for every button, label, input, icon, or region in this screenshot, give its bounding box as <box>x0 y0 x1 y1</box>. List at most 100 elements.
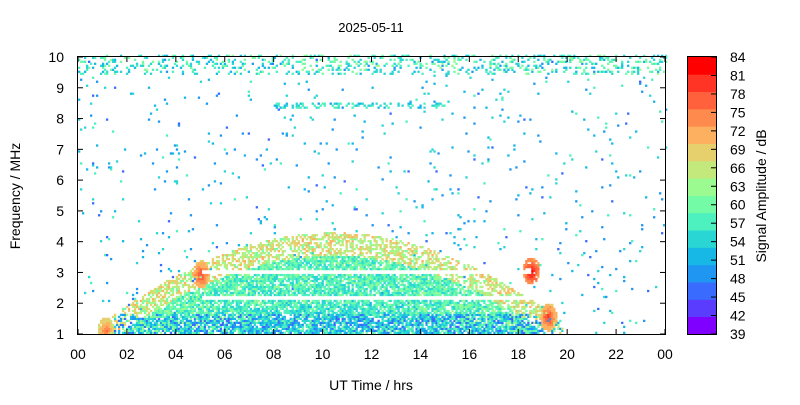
heatmap-cell <box>399 240 402 243</box>
heatmap-cell <box>143 307 147 311</box>
heatmap-cell <box>235 315 239 319</box>
heatmap-cell <box>399 321 402 325</box>
heatmap-cell <box>281 281 284 285</box>
heatmap-cell <box>165 311 169 315</box>
heatmap-cell <box>359 299 362 303</box>
heatmap-cell <box>363 313 366 317</box>
heatmap-cell <box>241 289 245 293</box>
heatmap-cell <box>305 106 308 109</box>
heatmap-cell <box>173 297 177 301</box>
heatmap-cell <box>169 289 173 293</box>
heatmap-cell <box>339 64 342 67</box>
heatmap-cell <box>411 319 414 323</box>
heatmap-cell <box>335 248 338 251</box>
heatmap-cell <box>353 303 356 307</box>
heatmap-cell <box>203 301 207 305</box>
heatmap-cell <box>161 303 165 307</box>
heatmap-cell <box>357 313 360 317</box>
heatmap-cell <box>187 271 191 275</box>
heatmap-cell <box>233 283 237 287</box>
heatmap-cell <box>193 156 197 159</box>
heatmap-cell <box>317 301 320 305</box>
heatmap-cell <box>231 263 235 267</box>
heatmap-cell <box>411 279 414 283</box>
heatmap-cell <box>241 253 245 257</box>
heatmap-cell <box>319 323 322 327</box>
heatmap-cell <box>147 331 151 334</box>
heatmap-cell <box>271 267 274 271</box>
heatmap-cell <box>377 261 380 265</box>
heatmap-cell <box>343 291 346 295</box>
heatmap-cell <box>321 283 324 287</box>
heatmap-cell <box>187 309 191 313</box>
heatmap-cell <box>259 285 262 289</box>
heatmap-cell <box>381 317 384 321</box>
heatmap-cell <box>111 216 115 219</box>
heatmap-cell <box>333 289 336 293</box>
heatmap-cell <box>341 244 344 247</box>
heatmap-cell <box>283 257 286 261</box>
heatmap-cell <box>361 259 364 263</box>
heatmap-cell <box>101 299 105 303</box>
heatmap-cell <box>139 299 143 303</box>
heatmap-cell <box>299 313 302 317</box>
heatmap-cell <box>271 248 274 251</box>
heatmap-cell <box>229 277 233 281</box>
heatmap-cell <box>311 291 314 295</box>
heatmap-cell <box>131 297 135 301</box>
heatmap-cell <box>271 58 274 61</box>
heatmap-cell <box>281 319 284 323</box>
heatmap-cell <box>237 325 241 329</box>
heatmap-cell <box>281 253 284 257</box>
heatmap-cell <box>333 275 336 279</box>
heatmap-cell <box>237 259 241 263</box>
heatmap-cell <box>303 289 306 293</box>
heatmap-cell <box>363 317 366 321</box>
heatmap-cell <box>283 106 286 109</box>
heatmap-cell <box>269 309 272 313</box>
heatmap-cell <box>293 285 296 289</box>
heatmap-cell <box>401 277 404 281</box>
heatmap-cell <box>321 236 324 239</box>
heatmap-cell <box>391 281 394 285</box>
heatmap-cell <box>163 98 167 101</box>
heatmap-cell <box>265 240 268 243</box>
heatmap-cell <box>337 263 340 267</box>
heatmap-cell <box>347 102 350 105</box>
heatmap-cell <box>227 277 231 281</box>
heatmap-cell <box>245 275 249 279</box>
heatmap-cell <box>281 267 284 271</box>
heatmap-cell <box>333 56 336 59</box>
heatmap-cell <box>349 275 352 279</box>
heatmap-cell <box>363 60 366 63</box>
heatmap-cell <box>331 281 334 285</box>
heatmap-cell <box>305 70 308 73</box>
heatmap-cell <box>171 311 175 315</box>
heatmap-cell <box>305 289 308 293</box>
heatmap-cell <box>99 64 103 67</box>
heatmap-cell <box>393 325 396 329</box>
heatmap-cell <box>405 285 408 289</box>
heatmap-cell <box>111 68 115 71</box>
heatmap-cell <box>157 60 161 63</box>
heatmap-cell <box>163 281 167 285</box>
heatmap-cell <box>299 265 302 269</box>
heatmap-cell <box>257 285 260 289</box>
heatmap-cell <box>307 281 310 285</box>
heatmap-cell <box>319 281 322 285</box>
heatmap-cell <box>379 321 382 325</box>
heatmap-cell <box>327 281 330 285</box>
heatmap-cell <box>199 283 203 287</box>
heatmap-cell <box>245 307 249 311</box>
heatmap-cell <box>101 325 105 329</box>
heatmap-cell <box>207 287 211 291</box>
heatmap-cell <box>295 236 298 239</box>
heatmap-cell <box>147 293 151 297</box>
heatmap-cell <box>175 281 179 285</box>
heatmap-cell <box>261 327 264 331</box>
heatmap-cell <box>315 242 318 245</box>
heatmap-cell <box>293 327 296 331</box>
heatmap-cell <box>249 255 253 259</box>
heatmap-cell <box>259 220 262 223</box>
heatmap-cell <box>355 293 358 297</box>
